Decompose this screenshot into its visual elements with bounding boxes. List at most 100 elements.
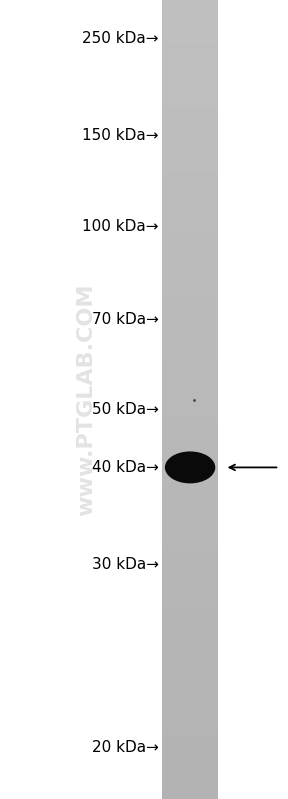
- Bar: [162, 586, 218, 591]
- Text: 150 kDa→: 150 kDa→: [82, 129, 159, 143]
- Bar: [162, 335, 218, 340]
- Text: 40 kDa→: 40 kDa→: [92, 460, 159, 475]
- Bar: [162, 211, 218, 216]
- Bar: [162, 726, 218, 731]
- Bar: [162, 559, 218, 563]
- Bar: [162, 475, 218, 479]
- Bar: [162, 594, 218, 599]
- Bar: [162, 235, 218, 240]
- Bar: [162, 347, 218, 352]
- Text: www.PTGLAB.COM: www.PTGLAB.COM: [76, 284, 96, 515]
- Bar: [162, 91, 218, 96]
- Bar: [162, 203, 218, 208]
- Bar: [162, 610, 218, 615]
- Bar: [162, 363, 218, 368]
- Bar: [162, 694, 218, 699]
- Bar: [162, 355, 218, 360]
- Bar: [162, 127, 218, 132]
- Bar: [162, 718, 218, 723]
- Bar: [162, 658, 218, 663]
- Text: 20 kDa→: 20 kDa→: [92, 740, 159, 754]
- Bar: [162, 99, 218, 104]
- Bar: [162, 31, 218, 36]
- Bar: [162, 447, 218, 451]
- Bar: [162, 790, 218, 795]
- Bar: [162, 287, 218, 292]
- Bar: [162, 778, 218, 783]
- Bar: [162, 283, 218, 288]
- Bar: [162, 19, 218, 24]
- Bar: [162, 666, 218, 671]
- Bar: [162, 618, 218, 623]
- Bar: [162, 455, 218, 459]
- Bar: [162, 622, 218, 627]
- Text: 70 kDa→: 70 kDa→: [92, 312, 159, 327]
- Bar: [162, 503, 218, 507]
- Bar: [162, 387, 218, 392]
- Bar: [162, 527, 218, 531]
- Bar: [162, 471, 218, 475]
- Bar: [162, 614, 218, 619]
- Bar: [162, 770, 218, 775]
- Bar: [162, 115, 218, 120]
- Bar: [162, 299, 218, 304]
- Bar: [162, 634, 218, 639]
- Bar: [162, 179, 218, 184]
- Bar: [162, 714, 218, 719]
- Bar: [162, 183, 218, 188]
- Bar: [162, 83, 218, 88]
- Bar: [162, 483, 218, 487]
- Bar: [162, 590, 218, 595]
- Bar: [162, 231, 218, 236]
- Bar: [162, 103, 218, 108]
- Bar: [162, 686, 218, 691]
- Bar: [162, 3, 218, 8]
- Ellipse shape: [165, 451, 215, 483]
- Bar: [162, 171, 218, 176]
- Bar: [162, 199, 218, 204]
- Bar: [162, 75, 218, 80]
- Bar: [162, 79, 218, 84]
- Bar: [162, 690, 218, 695]
- Bar: [162, 27, 218, 32]
- Bar: [162, 646, 218, 651]
- Bar: [162, 311, 218, 316]
- Bar: [162, 722, 218, 727]
- Bar: [162, 243, 218, 248]
- Bar: [162, 251, 218, 256]
- Bar: [162, 39, 218, 44]
- Bar: [162, 95, 218, 100]
- Bar: [162, 662, 218, 667]
- Bar: [162, 227, 218, 232]
- Bar: [162, 547, 218, 551]
- Bar: [162, 734, 218, 739]
- Bar: [162, 531, 218, 535]
- Bar: [162, 351, 218, 356]
- Bar: [162, 519, 218, 523]
- Bar: [162, 247, 218, 252]
- Bar: [162, 479, 218, 483]
- Bar: [162, 23, 218, 28]
- Bar: [162, 551, 218, 555]
- Bar: [162, 626, 218, 631]
- Bar: [162, 463, 218, 467]
- Bar: [162, 367, 218, 372]
- Bar: [162, 119, 218, 124]
- Bar: [162, 207, 218, 212]
- Bar: [162, 543, 218, 547]
- Bar: [162, 511, 218, 515]
- Bar: [162, 223, 218, 228]
- Bar: [162, 578, 218, 583]
- Bar: [162, 570, 218, 575]
- Bar: [162, 678, 218, 683]
- Bar: [162, 107, 218, 112]
- Bar: [162, 383, 218, 388]
- Bar: [162, 555, 218, 559]
- Bar: [162, 399, 218, 403]
- Bar: [162, 379, 218, 384]
- Bar: [162, 419, 218, 423]
- Bar: [162, 327, 218, 332]
- Bar: [162, 131, 218, 136]
- Bar: [162, 371, 218, 376]
- Bar: [162, 359, 218, 364]
